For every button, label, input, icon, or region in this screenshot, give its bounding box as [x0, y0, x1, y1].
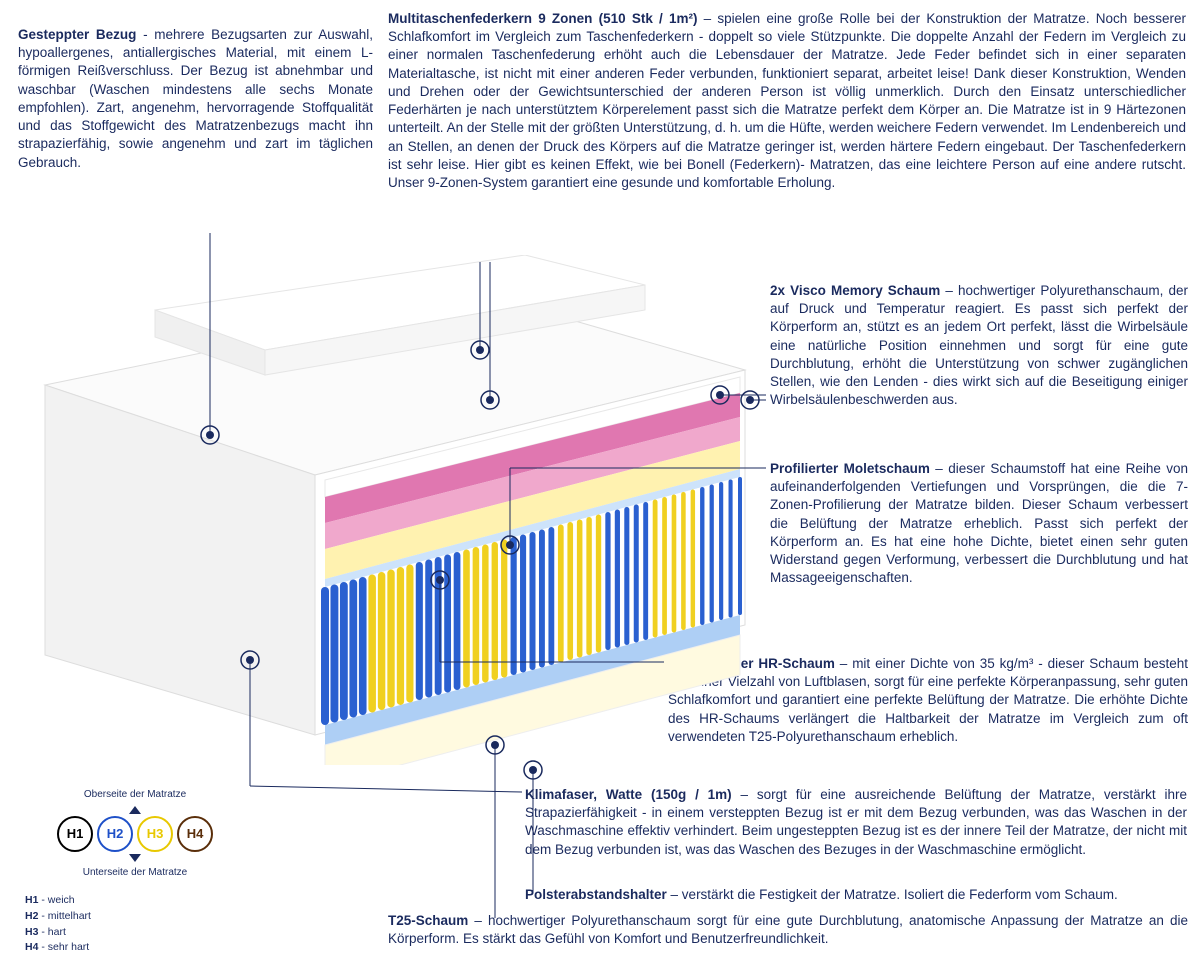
section-polster: Polsterabstandshalter – verstärkt die Fe… [525, 886, 1187, 904]
t25-body: – hochwertiger Polyurethanschaum sorgt f… [388, 913, 1188, 946]
springs-body: – spielen eine große Rolle bei der Konst… [388, 11, 1186, 190]
molet-title: Profilierter Moletschaum [770, 461, 930, 476]
legend-list-item: H2 - mittelhart [25, 909, 245, 925]
legend-list-item: H3 - hart [25, 925, 245, 941]
springs-title: Multitaschenfederkern 9 Zonen (510 Stk /… [388, 11, 697, 26]
t25-title: T25-Schaum [388, 913, 468, 928]
cover-body: - mehrere Bezugsarten zur Auswahl, hypoa… [18, 27, 373, 170]
visco-title: 2x Visco Memory Schaum [770, 283, 940, 298]
section-springs: Multitaschenfederkern 9 Zonen (510 Stk /… [388, 10, 1186, 192]
arrow-down-icon [129, 854, 141, 862]
legend-circle-h1: H1 [57, 816, 93, 852]
legend-circles: H1 H2 H3 H4 [25, 808, 245, 860]
hardness-legend: Oberseite der Matratze H1 H2 H3 H4 Unter… [25, 788, 245, 956]
legend-top-label: Oberseite der Matratze [25, 788, 245, 802]
klima-title: Klimafaser, Watte (150g / 1m) [525, 787, 732, 802]
arrow-up-icon [129, 806, 141, 814]
polster-title: Polsterabstandshalter [525, 887, 667, 902]
legend-bottom-label: Unterseite der Matratze [25, 866, 245, 880]
section-visco: 2x Visco Memory Schaum – hochwertiger Po… [770, 282, 1188, 410]
mattress-illustration [5, 255, 765, 765]
section-t25: T25-Schaum – hochwertiger Polyurethansch… [388, 912, 1188, 948]
section-cover: Gesteppter Bezug - mehrere Bezugsarten z… [18, 26, 373, 172]
legend-list-item: H4 - sehr hart [25, 940, 245, 956]
visco-body: – hochwertiger Polyurethanschaum, der au… [770, 283, 1188, 407]
cover-title: Gesteppter Bezug [18, 27, 136, 42]
legend-list: H1 - weichH2 - mittelhartH3 - hartH4 - s… [25, 893, 245, 956]
section-klima: Klimafaser, Watte (150g / 1m) – sorgt fü… [525, 786, 1187, 859]
molet-body: – dieser Schaumstoff hat eine Reihe von … [770, 461, 1188, 585]
legend-circle-h2: H2 [97, 816, 133, 852]
legend-list-item: H1 - weich [25, 893, 245, 909]
legend-circle-h4: H4 [177, 816, 213, 852]
section-molet: Profilierter Moletschaum – dieser Schaum… [770, 460, 1188, 588]
polster-body: – verstärkt die Festigkeit der Matratze.… [667, 887, 1118, 902]
legend-circle-h3: H3 [137, 816, 173, 852]
